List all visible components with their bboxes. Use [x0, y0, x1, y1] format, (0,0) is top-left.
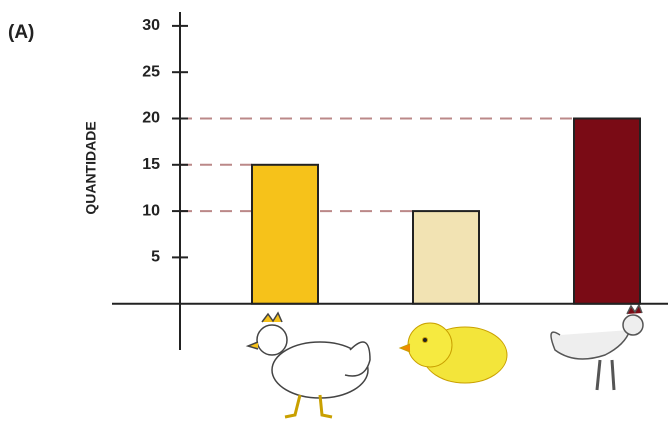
- y-axis-label: QUANTIDADE: [83, 121, 99, 214]
- y-tick-label: 15: [142, 156, 160, 173]
- bar: [412, 210, 480, 305]
- chick-picture: [398, 322, 508, 384]
- hen-picture: [245, 311, 371, 419]
- y-tick-label: 25: [142, 63, 160, 80]
- y-tick-label: 10: [142, 202, 160, 219]
- y-tick-label: 30: [142, 17, 160, 34]
- bar: [573, 117, 641, 305]
- y-tick-label: 20: [142, 110, 160, 127]
- chart-title: (A): [8, 22, 34, 43]
- y-tick-label: 5: [151, 249, 160, 266]
- rooster-picture: [550, 303, 644, 391]
- bar: [251, 163, 319, 305]
